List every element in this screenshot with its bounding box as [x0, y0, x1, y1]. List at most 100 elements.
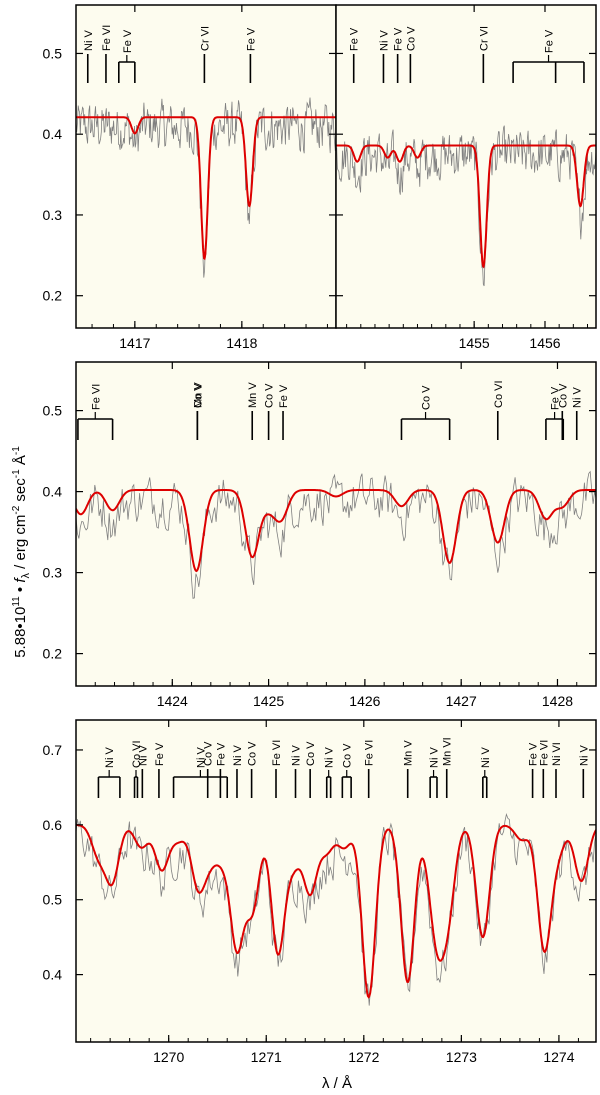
line-id-label: Mn V: [192, 382, 204, 408]
line-id-label: Mn VI: [442, 737, 454, 766]
line-id-label: Mn V: [247, 382, 259, 408]
line-id-label: Cr VI: [478, 26, 490, 51]
x-tick-label: 1424: [157, 693, 188, 709]
x-tick-label: 1272: [348, 1049, 379, 1065]
line-id-mark: Fe VI: [77, 384, 114, 440]
line-id-mark: Fe V: [528, 742, 540, 798]
line-id-mark: Co V: [305, 741, 317, 798]
line-id-label: Ni V: [578, 745, 590, 766]
line-id-label: Ni V: [137, 745, 149, 766]
line-id-mark: Cr VI: [478, 26, 490, 83]
axes-frame: [335, 4, 597, 329]
x-tick-label: 1427: [446, 693, 477, 709]
line-id-mark: Ni V: [429, 747, 441, 798]
line-id-mark: Co V: [341, 743, 354, 798]
line-id-label: Ni VI: [551, 742, 563, 766]
line-id-label: Ni V: [195, 747, 207, 768]
line-id-mark: Cr VI: [199, 26, 211, 83]
line-id-mark: Ni V: [480, 747, 492, 798]
line-id-mark: Co V: [405, 26, 417, 83]
y-axis-label: 5.88•1011 • fλ / erg cm-2 sec-1 Å-1: [11, 446, 32, 658]
line-id-mark: Ni V: [172, 747, 229, 798]
observed-spectrum: [336, 125, 596, 287]
line-id-label: Ni V: [83, 30, 95, 51]
line-id-mark: Ni V: [324, 747, 336, 798]
line-id-mark: Co V: [557, 383, 569, 440]
plot-background: [76, 720, 596, 1042]
line-id-label: Fe V: [544, 29, 556, 53]
line-id-mark: Fe V: [215, 742, 227, 798]
line-id-mark: Fe V: [512, 29, 585, 83]
x-tick-label: 1425: [253, 693, 284, 709]
line-id-label: Ni V: [378, 30, 390, 51]
line-id-mark: Co VI: [493, 380, 505, 440]
line-id-mark: Ni V: [291, 745, 303, 798]
line-id-label: Fe V: [215, 742, 227, 766]
line-id-label: Co V: [247, 741, 259, 766]
line-id-mark: Ni V: [578, 745, 590, 798]
line-id-mark: Fe V: [349, 27, 361, 83]
y-tick-label: 0.2: [43, 646, 63, 662]
y-tick-label: 0.3: [43, 207, 63, 223]
axes-frame: [75, 361, 597, 687]
line-id-mark: Ni V: [232, 745, 244, 798]
line-id-mark: Ni V: [83, 30, 95, 83]
x-tick-label: 1270: [153, 1049, 184, 1065]
panel-middle: Fe VI Co VMn V Mn V Co V Fe V Co V Co VI Fe VCo…: [43, 361, 597, 709]
line-id-label: Co V: [421, 385, 433, 410]
y-tick-label: 0.5: [43, 892, 63, 908]
line-id-label: Ni V: [429, 747, 441, 768]
line-id-label: Co V: [405, 26, 417, 51]
line-id-label: Co VI: [131, 740, 143, 768]
line-id-mark: Fe V: [393, 27, 405, 83]
line-id-mark: Fe V: [117, 29, 136, 83]
line-id-label: Co V: [192, 383, 204, 408]
line-id-mark: Fe VI: [271, 740, 283, 798]
line-id-mark: Fe V: [278, 384, 290, 440]
y-tick-label: 0.5: [43, 403, 63, 419]
line-id-label: Fe V: [278, 384, 290, 408]
line-id-label: Ni V: [572, 387, 584, 408]
x-tick-label: 1271: [251, 1049, 282, 1065]
line-id-label: Fe V: [528, 742, 540, 766]
line-id-mark: Co V: [203, 741, 215, 798]
x-tick-label: 1455: [459, 335, 490, 351]
y-tick-label: 0.7: [43, 742, 63, 758]
line-id-mark: Ni V: [97, 747, 121, 798]
line-id-label: Fe V: [245, 27, 257, 51]
line-id-label: Ni V: [232, 745, 244, 766]
line-id-mark: Fe VI: [364, 740, 376, 798]
line-id-mark: Ni V: [572, 387, 584, 440]
line-id-label: Fe VI: [101, 25, 113, 51]
plot-background: [76, 362, 596, 686]
line-id-mark: Fe V: [245, 27, 257, 83]
line-id-label: Fe VI: [271, 740, 283, 766]
line-id-label: Ni V: [480, 747, 492, 768]
axes-frame: [75, 719, 597, 1043]
line-id-label: Fe V: [550, 386, 562, 410]
line-id-mark: Co V: [264, 383, 276, 440]
observed-spectrum: [76, 470, 596, 599]
y-tick-label: 0.3: [43, 565, 63, 581]
plot-background: [336, 5, 596, 328]
line-id-label: Ni V: [324, 747, 336, 768]
model-spectrum: [76, 823, 596, 999]
line-id-label: Fe V: [154, 742, 166, 766]
y-tick-label: 0.4: [43, 126, 63, 142]
model-spectrum: [76, 489, 596, 573]
line-id-label: Co V: [557, 383, 569, 408]
line-id-mark: Fe V: [545, 386, 565, 440]
x-tick-label: 1418: [226, 335, 257, 351]
x-tick-label: 1428: [542, 693, 573, 709]
panel-top-left: Ni V Fe VI Fe V Cr VI Fe V 1417 1418 0.2 0.3 0.4 0…: [43, 4, 337, 351]
model-spectrum: [336, 144, 596, 269]
line-id-mark: Co V: [247, 741, 259, 798]
line-id-mark: Ni V: [137, 745, 149, 798]
line-id-label: Fe VI: [538, 740, 550, 766]
line-id-mark: Fe VI: [538, 740, 550, 798]
line-id-label: Cr VI: [199, 26, 211, 51]
y-tick-label: 0.6: [43, 817, 63, 833]
